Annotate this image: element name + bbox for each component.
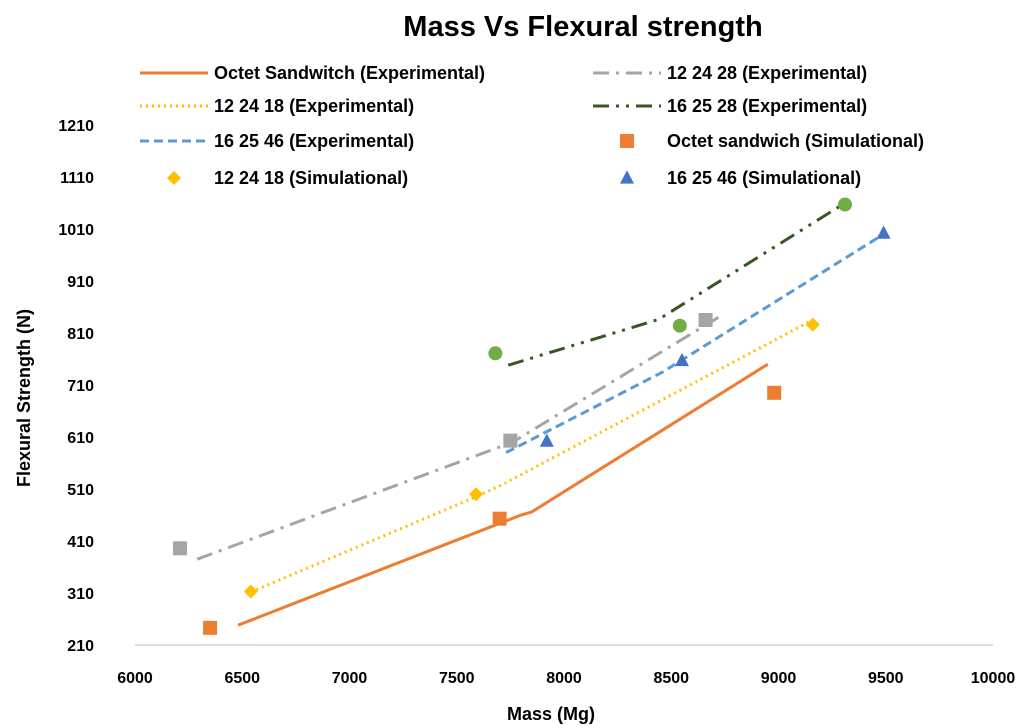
legend-swatch: [167, 171, 181, 185]
legend-item: Octet sandwich (Simulational): [620, 131, 924, 151]
data-point: [492, 511, 507, 526]
y-tick-label: 910: [67, 274, 94, 291]
x-tick-label: 6000: [117, 670, 153, 687]
legend-item: 12 24 18 (Simulational): [167, 168, 408, 188]
legend-label: 12 24 18 (Simulational): [214, 168, 408, 188]
y-tick-label: 510: [67, 482, 94, 499]
axes: 6000 6500 7000 7500 8000 8500 9000 9500 10000 210…: [58, 118, 1015, 687]
series-line: [507, 201, 846, 367]
x-tick-label: 7000: [332, 670, 368, 687]
x-tick-label: 7500: [439, 670, 475, 687]
y-tick-label: 810: [67, 326, 94, 343]
legend-label: 12 24 28 (Experimental): [667, 63, 867, 83]
legend-swatch: [620, 170, 634, 184]
data-point: [488, 346, 503, 361]
data-point: [243, 584, 258, 599]
x-tick-label: 10000: [971, 670, 1016, 687]
legend: Octet Sandwitch (Experimental) 12 24 28 (…: [140, 63, 924, 188]
data-point: [503, 433, 518, 448]
x-tick-label: 8000: [546, 670, 582, 687]
x-tick-label: 8500: [653, 670, 689, 687]
x-tick-label: 6500: [224, 670, 260, 687]
data-point: [539, 433, 554, 447]
series-line: [237, 362, 769, 627]
data-point: [173, 541, 188, 556]
data-point: [672, 318, 687, 333]
data-point: [203, 620, 218, 635]
chart-title: Mass Vs Flexural strength: [403, 11, 762, 43]
y-axis-label: Flexural Strength (N): [14, 309, 34, 487]
data-point: [876, 225, 891, 239]
y-tick-label: 1010: [58, 222, 94, 239]
series-line: [250, 319, 812, 594]
legend-item: 12 24 28 (Experimental): [593, 63, 867, 83]
y-tick-label: 1110: [60, 170, 94, 187]
legend-label: 12 24 18 (Experimental): [214, 96, 414, 116]
legend-item: 16 25 28 (Experimental): [593, 96, 867, 116]
legend-swatch: [620, 134, 634, 148]
legend-item: 12 24 18 (Experimental): [140, 96, 414, 116]
y-tick-label: 210: [67, 638, 94, 655]
legend-item: Octet Sandwitch (Experimental): [140, 63, 485, 83]
x-tick-label: 9500: [868, 670, 904, 687]
y-tick-label: 610: [67, 430, 94, 447]
data-point: [698, 313, 713, 327]
legend-label: 16 25 28 (Experimental): [667, 96, 867, 116]
x-tick-label: 9000: [761, 670, 797, 687]
plot-area: [173, 197, 891, 635]
y-tick-label: 410: [67, 534, 94, 551]
data-point: [767, 385, 782, 400]
data-point: [469, 487, 484, 502]
series-line: [505, 232, 885, 454]
legend-label: Octet sandwich (Simulational): [667, 131, 924, 151]
legend-label: Octet Sandwitch (Experimental): [214, 63, 485, 83]
data-point: [805, 317, 820, 332]
legend-item: 16 25 46 (Experimental): [140, 131, 414, 151]
legend-label: 16 25 46 (Simulational): [667, 168, 861, 188]
data-point: [837, 197, 852, 212]
legend-label: 16 25 46 (Experimental): [214, 131, 414, 151]
y-tick-label: 1210: [58, 118, 94, 135]
data-point: [674, 352, 689, 367]
series-line: [196, 316, 720, 561]
y-tick-label: 310: [67, 586, 94, 603]
legend-item: 16 25 46 (Simulational): [620, 168, 861, 188]
y-tick-label: 710: [67, 378, 94, 395]
x-axis-label: Mass (Mg): [507, 704, 595, 724]
